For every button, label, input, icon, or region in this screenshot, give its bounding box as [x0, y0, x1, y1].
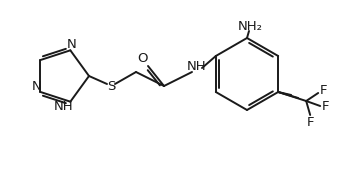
Text: N: N: [67, 38, 76, 51]
Text: O: O: [138, 52, 148, 65]
Text: NH: NH: [53, 100, 73, 113]
Text: F: F: [307, 115, 314, 128]
Text: F: F: [319, 83, 327, 96]
Text: NH: NH: [187, 60, 207, 73]
Text: N: N: [31, 80, 41, 93]
Text: F: F: [321, 100, 329, 113]
Text: NH₂: NH₂: [238, 19, 263, 32]
Text: S: S: [107, 80, 115, 93]
